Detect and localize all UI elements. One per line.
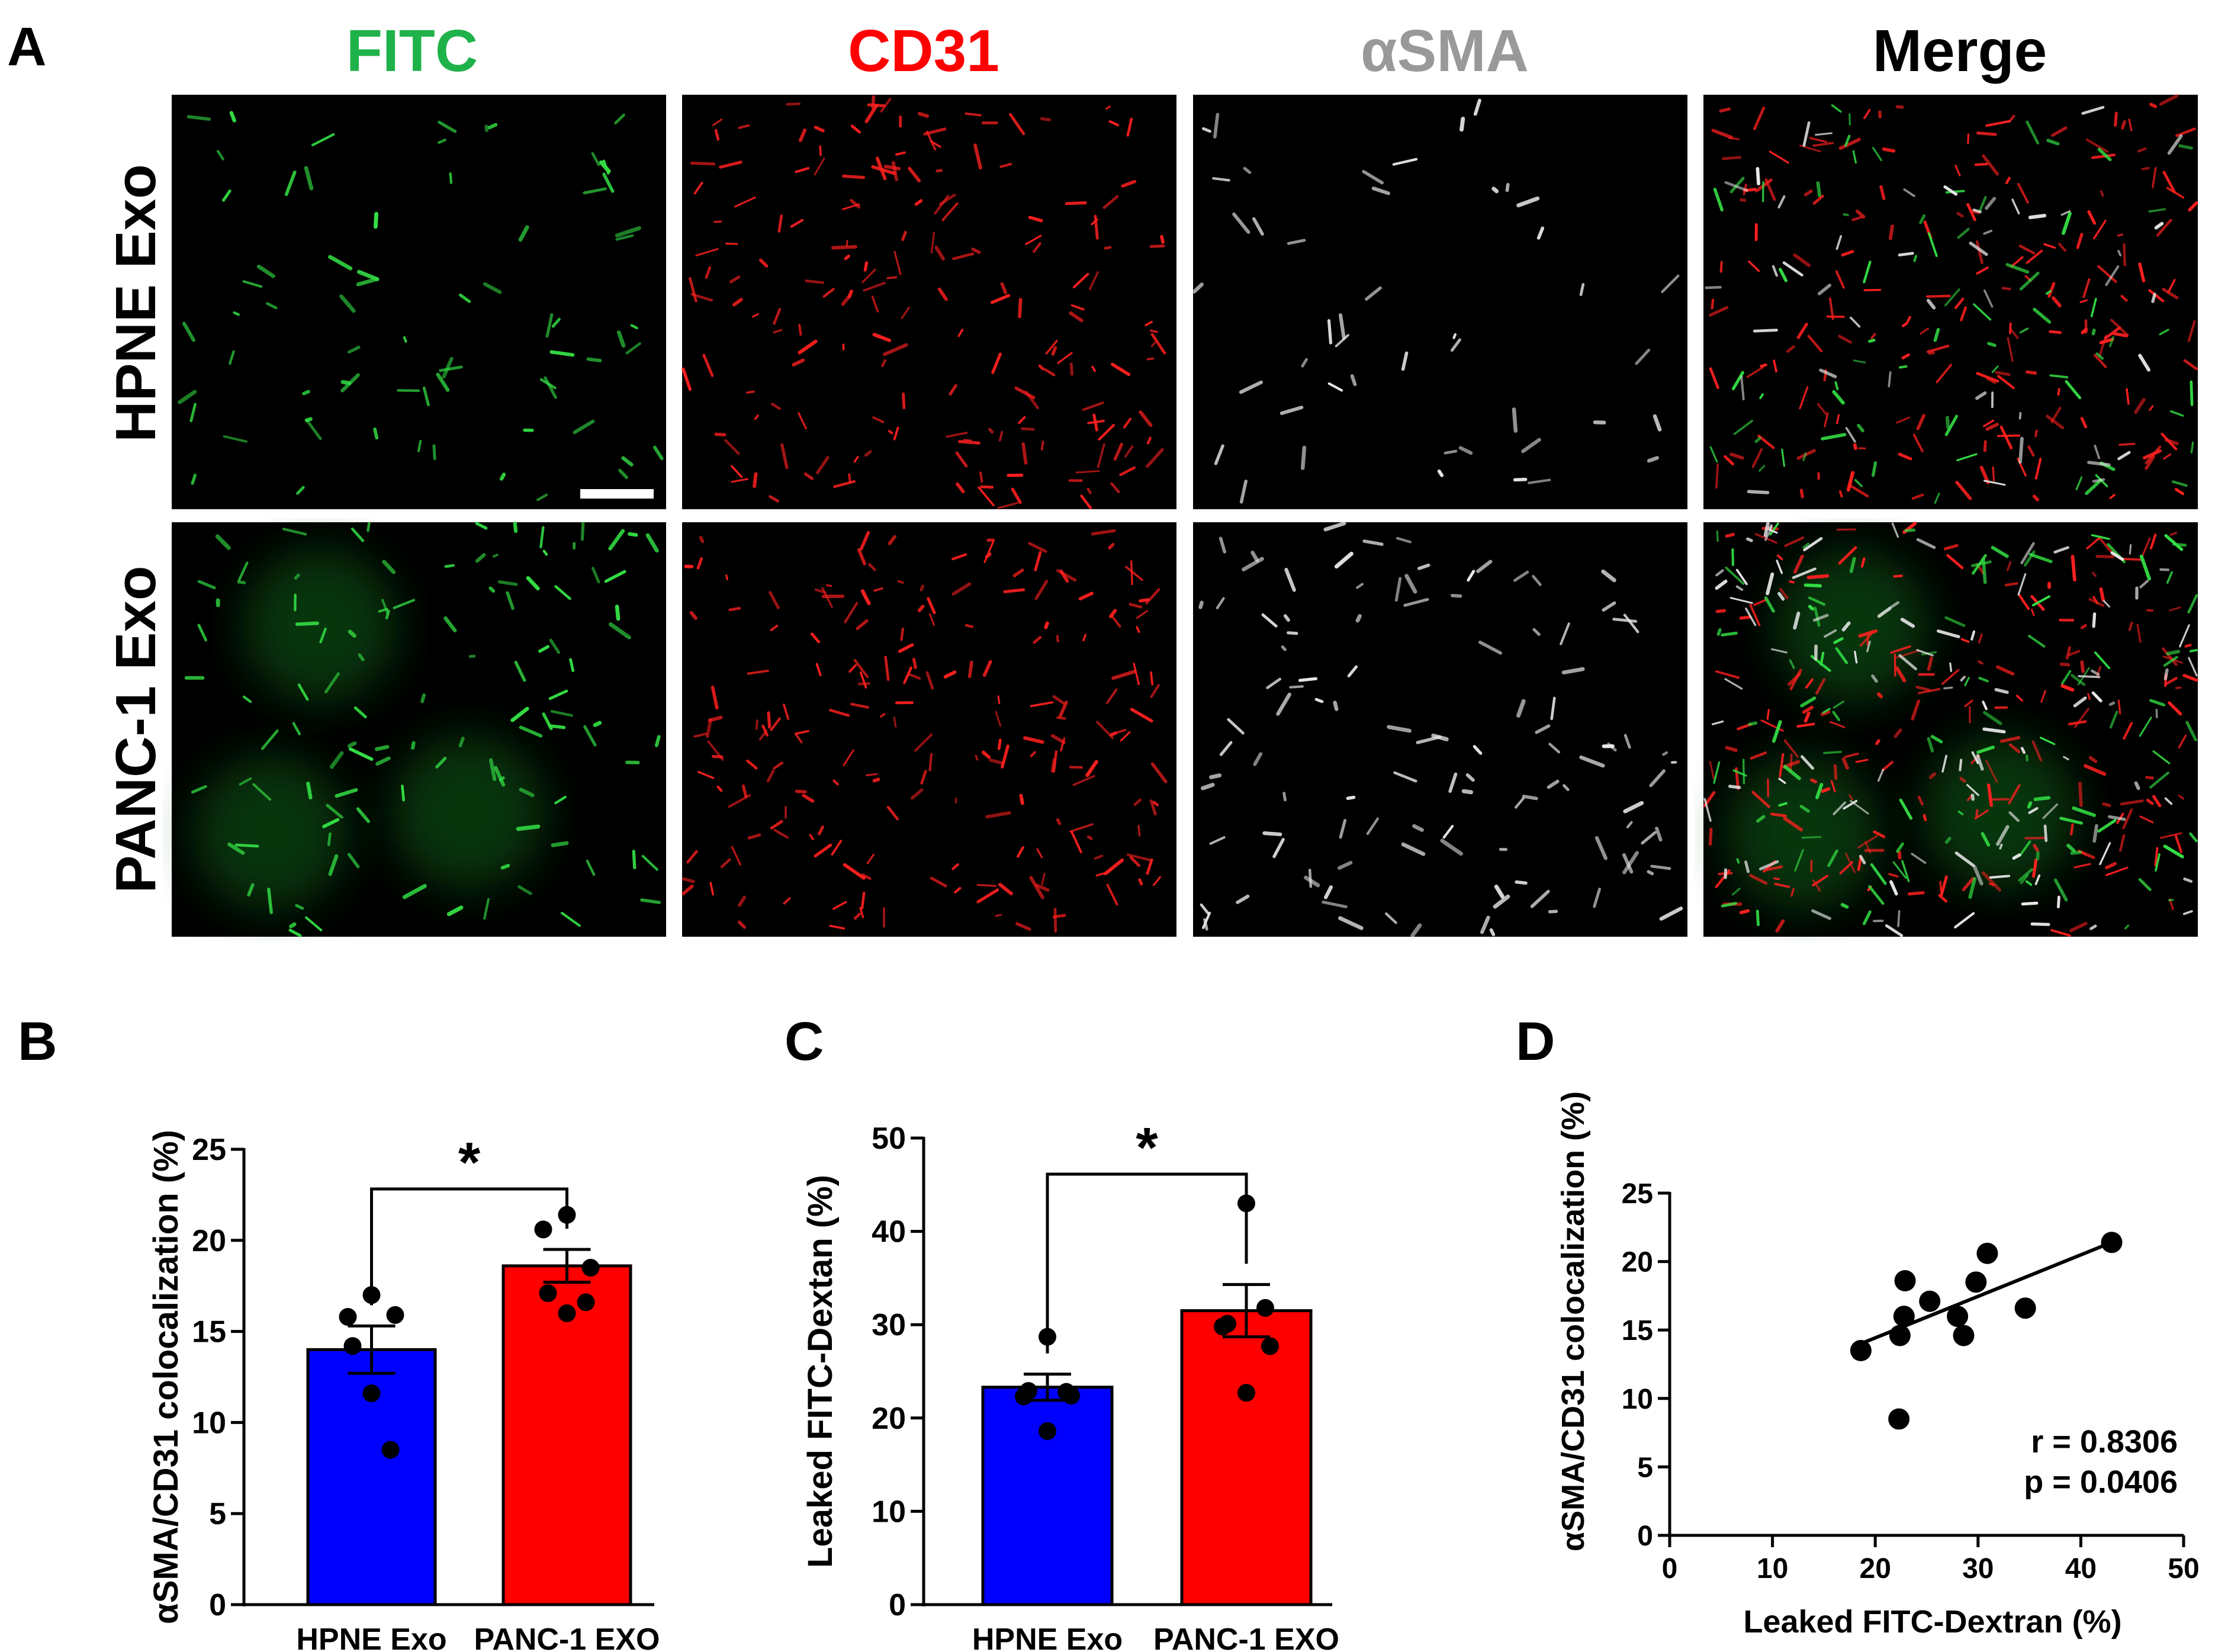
category-label-b: HPNE Exo bbox=[296, 1622, 446, 1652]
y-tick-label-d: 25 bbox=[1622, 1178, 1653, 1210]
chart-c: Leaked FITC-Dextan (%) 0 10 20 30 40 50 HPNE Ex… bbox=[801, 1116, 1339, 1652]
micrograph-hpne-asma bbox=[1192, 95, 1687, 509]
channel-label-asma: αSMA bbox=[1361, 18, 1529, 84]
panel-letter-c: C bbox=[785, 1011, 824, 1072]
bar-c bbox=[981, 1386, 1114, 1606]
micrograph-hpne-cd31 bbox=[681, 95, 1176, 510]
data-point-c bbox=[1057, 1383, 1075, 1401]
micrograph-panc1-cd31 bbox=[681, 522, 1176, 937]
y-axis-label-b: αSMA/CD31 colocalization (%) bbox=[147, 1130, 185, 1624]
significance-bracket-b bbox=[370, 1187, 568, 1306]
micrograph-hpne-merge bbox=[1703, 94, 2198, 509]
channel-label-fitc: FITC bbox=[346, 18, 478, 84]
y-tick-label-b: 20 bbox=[192, 1224, 226, 1258]
data-point-b bbox=[339, 1307, 357, 1326]
significance-label-b: * bbox=[458, 1131, 481, 1194]
micrograph-hpne-fitc bbox=[172, 95, 666, 509]
y-tick-label-c: 30 bbox=[872, 1308, 906, 1342]
bar-b bbox=[501, 1264, 632, 1606]
y-tick-label-b: 0 bbox=[209, 1588, 226, 1622]
significance-bracket-c bbox=[1046, 1172, 1248, 1354]
y-tick-label-b: 10 bbox=[192, 1406, 226, 1440]
data-point-b bbox=[558, 1304, 576, 1322]
y-tick-label-d: 5 bbox=[1637, 1452, 1653, 1483]
data-point-b bbox=[386, 1306, 404, 1324]
data-point-b bbox=[534, 1220, 552, 1239]
data-point-b bbox=[577, 1293, 595, 1312]
scale-bar bbox=[580, 489, 654, 499]
data-point-d bbox=[1976, 1242, 1998, 1264]
y-tick-label-d: 20 bbox=[1622, 1247, 1653, 1278]
data-point-c bbox=[1237, 1384, 1255, 1402]
y-tick-label-c: 0 bbox=[889, 1588, 906, 1622]
panel-letter-a: A bbox=[7, 17, 46, 77]
y-tick-label-c: 20 bbox=[872, 1402, 906, 1436]
data-point-b bbox=[539, 1284, 557, 1303]
y-tick-label-d: 0 bbox=[1637, 1521, 1653, 1552]
data-point-d bbox=[1947, 1306, 1969, 1328]
x-tick-label-d: 50 bbox=[2168, 1553, 2199, 1584]
y-tick-label-b: 15 bbox=[192, 1315, 226, 1349]
panel-letter-d: D bbox=[1516, 1011, 1555, 1072]
data-point-d bbox=[1888, 1408, 1910, 1430]
x-tick-label-d: 0 bbox=[1662, 1553, 1678, 1584]
stat-label-d: p = 0.0406 bbox=[2024, 1464, 2178, 1500]
stat-label-d: r = 0.8306 bbox=[2031, 1424, 2178, 1460]
data-point-d bbox=[1919, 1290, 1941, 1312]
row-label-hpne: HPNE Exo bbox=[104, 164, 168, 442]
category-label-c: HPNE Exo bbox=[972, 1622, 1123, 1652]
data-point-c bbox=[1256, 1299, 1274, 1317]
panel-letter-b: B bbox=[18, 1011, 57, 1072]
chart-d: αSMA/CD31 colocalization (%) Leaked FITC-… bbox=[1555, 1091, 2200, 1640]
data-point-d bbox=[2014, 1297, 2036, 1319]
x-tick-label-d: 40 bbox=[2065, 1553, 2097, 1584]
data-point-b bbox=[362, 1384, 381, 1403]
micrograph-panc1-merge bbox=[1703, 522, 2198, 937]
data-point-d bbox=[1953, 1325, 1975, 1346]
channel-label-merge: Merge bbox=[1873, 18, 2047, 84]
x-tick-label-d: 30 bbox=[1962, 1553, 1994, 1584]
data-point-d bbox=[1889, 1325, 1911, 1346]
data-point-c bbox=[1020, 1382, 1037, 1400]
data-point-d bbox=[1965, 1271, 1987, 1293]
x-axis-label-d: Leaked FITC-Dextran (%) bbox=[1743, 1604, 2121, 1640]
y-tick-label-b: 5 bbox=[209, 1497, 226, 1531]
data-point-d bbox=[1894, 1269, 1916, 1291]
data-point-d bbox=[1850, 1339, 1872, 1361]
data-point-b bbox=[343, 1337, 362, 1355]
y-tick-label-c: 40 bbox=[872, 1215, 906, 1249]
category-label-b: PANC-1 EXO bbox=[474, 1622, 660, 1652]
micrograph-panc1-asma bbox=[1193, 521, 1687, 938]
data-point-b bbox=[581, 1258, 600, 1277]
micrograph-grid bbox=[172, 94, 2198, 938]
significance-label-c: * bbox=[1136, 1116, 1158, 1179]
category-label-c: PANC-1 EXO bbox=[1153, 1622, 1339, 1652]
y-tick-label-c: 10 bbox=[872, 1494, 906, 1529]
y-axis-label-c: Leaked FITC-Dextan (%) bbox=[801, 1175, 840, 1568]
y-axis-label-d: αSMA/CD31 colocalization (%) bbox=[1555, 1091, 1591, 1551]
x-tick-label-d: 20 bbox=[1860, 1553, 1891, 1584]
y-tick-label-c: 50 bbox=[872, 1121, 906, 1156]
x-tick-label-d: 10 bbox=[1757, 1553, 1788, 1584]
y-tick-label-d: 10 bbox=[1622, 1384, 1653, 1415]
data-point-d bbox=[1893, 1306, 1915, 1328]
bar-c bbox=[1180, 1309, 1313, 1606]
y-tick-label-b: 25 bbox=[192, 1133, 226, 1167]
chart-b: αSMA/CD31 colocalization (%) 0 5 10 15 20 25 HP… bbox=[147, 1130, 660, 1652]
data-point-c bbox=[1219, 1314, 1236, 1333]
data-point-d bbox=[2101, 1232, 2123, 1254]
y-tick-label-d: 15 bbox=[1622, 1315, 1653, 1346]
data-point-c bbox=[1039, 1422, 1056, 1440]
channel-label-cd31: CD31 bbox=[848, 18, 999, 84]
micrograph-panc1-fitc bbox=[172, 521, 666, 937]
row-label-panc1: PANC-1 Exo bbox=[104, 566, 168, 894]
data-point-c bbox=[1261, 1337, 1279, 1355]
data-point-b bbox=[381, 1441, 400, 1459]
